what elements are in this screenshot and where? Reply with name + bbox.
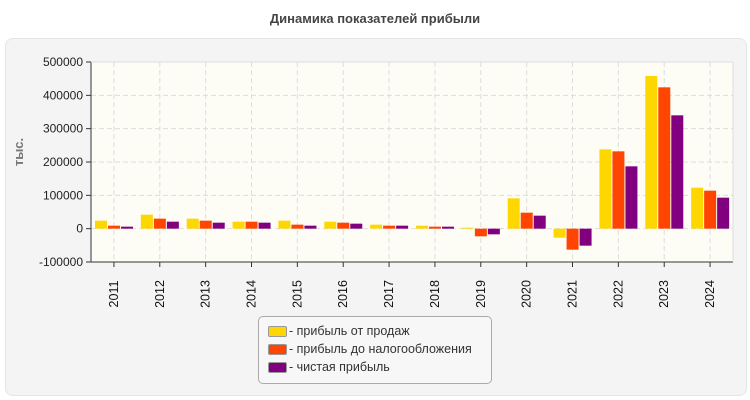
bar [579,228,592,246]
legend-swatch [268,325,287,337]
bar [324,221,337,229]
bar [121,226,133,229]
x-tick-label: 2012 [153,280,167,308]
bar [599,149,612,229]
bar [671,115,684,229]
bar [461,227,474,229]
bar [553,228,566,238]
y-tick-label: 0 [76,222,83,236]
bar [625,166,638,229]
legend-item: - прибыль до налогообложения [268,342,472,356]
bar [487,228,500,235]
x-tick-label: 2018 [428,280,442,308]
x-tick-label: 2016 [336,280,350,308]
bar [337,222,350,229]
bar [166,221,179,229]
bar [520,212,533,229]
bar [429,226,441,229]
bar [291,224,304,229]
bar [278,220,291,229]
chart-title: Динамика показателей прибыли [269,11,481,26]
x-tick-label: 2023 [657,280,671,308]
bar [442,226,454,229]
y-tick-label: -100000 [39,255,83,269]
x-tick-label: 2020 [520,280,534,308]
bar [232,221,245,229]
legend-label: - прибыль до налогообложения [289,342,472,356]
legend: - прибыль от продаж - прибыль до налогоо… [258,316,492,384]
legend-item: - прибыль от продаж [268,324,410,338]
legend-item: - чистая прибыль [268,360,390,374]
y-tick-label: 300000 [43,122,83,136]
bar [153,218,166,229]
y-tick-label: 500000 [43,55,83,69]
x-tick-label: 2017 [382,280,396,308]
bar [704,190,717,229]
bar [186,218,199,229]
bar [212,222,225,229]
bar [304,225,317,229]
bar [691,187,704,229]
bar [416,225,428,229]
y-tick-label: 200000 [43,155,83,169]
bar [717,197,730,229]
x-tick-label: 2021 [566,280,580,308]
x-tick-label: 2011 [107,281,121,308]
bar [533,215,546,229]
bar [258,222,271,229]
bar [566,228,579,250]
y-tick-label: 100000 [43,188,83,202]
bar [245,221,258,229]
x-tick-label: 2024 [703,280,717,308]
x-tick-label: 2022 [611,280,625,308]
bar [108,225,120,229]
bar [474,228,487,237]
bar [199,220,212,229]
x-tick-label: 2015 [290,280,304,308]
bar [645,76,658,229]
bar [95,220,107,229]
bar [396,225,409,229]
bar [370,224,383,229]
legend-label: - чистая прибыль [289,360,390,374]
bar [507,198,520,229]
bar [140,214,153,229]
x-tick-label: 2014 [245,280,259,308]
x-tick-label: 2013 [199,280,213,308]
legend-swatch [268,343,287,355]
bar [383,225,396,229]
x-tick-label: 2019 [474,280,488,308]
bar [612,151,625,229]
legend-label: - прибыль от продаж [289,324,410,338]
legend-swatch [268,361,287,373]
bar [350,223,363,229]
y-tick-label: 400000 [43,88,83,102]
bar [658,87,671,229]
y-axis-label: тыс. [11,138,26,166]
